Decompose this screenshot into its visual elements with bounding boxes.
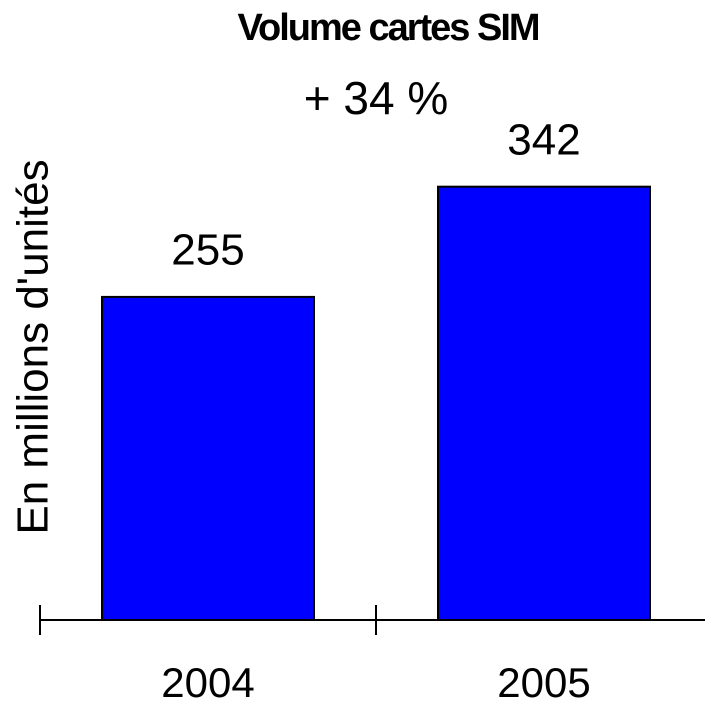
- bar: [437, 185, 651, 621]
- x-tick-label: 2005: [497, 659, 590, 703]
- y-axis-label: En millions d'unités: [9, 159, 58, 534]
- x-tick-label: 2004: [161, 659, 254, 703]
- data-label: 255: [171, 226, 244, 275]
- bar: [101, 295, 315, 621]
- annotation: + 34 %: [304, 72, 449, 124]
- chart-title: Volume cartes SIM: [237, 7, 538, 49]
- data-label: 342: [507, 115, 580, 164]
